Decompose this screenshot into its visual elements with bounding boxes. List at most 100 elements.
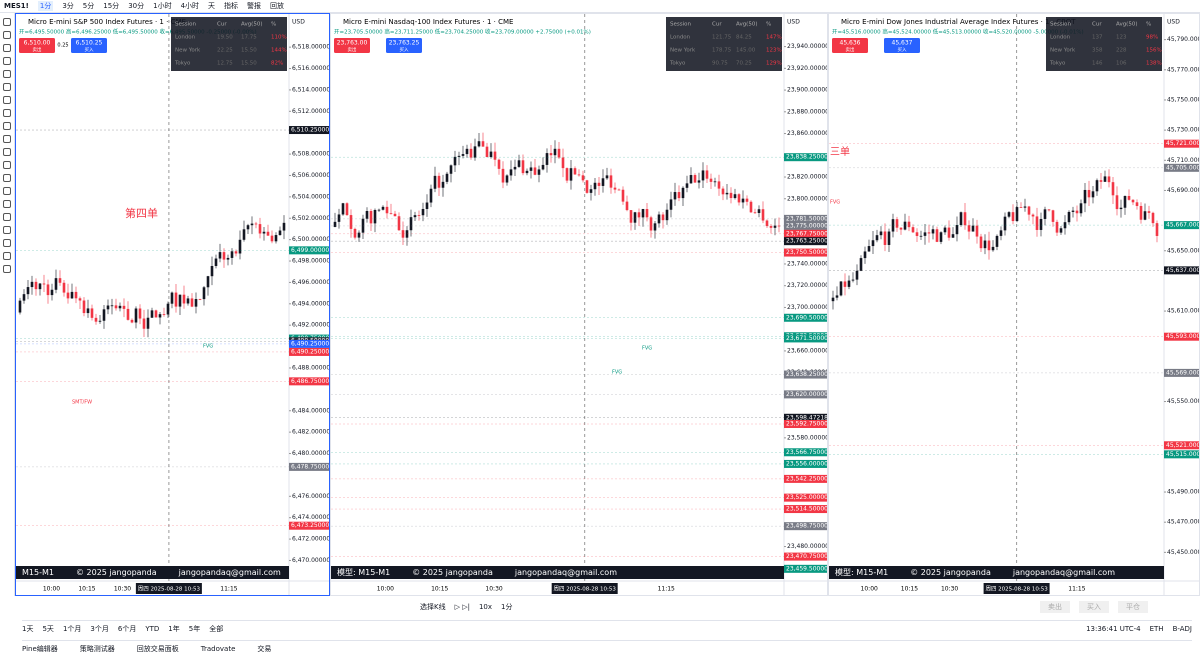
- price-label: 23,820.00000: [787, 174, 828, 181]
- range-btn[interactable]: 1年: [168, 625, 180, 633]
- price-tag: [289, 347, 329, 356]
- tool-icon[interactable]: [3, 96, 11, 104]
- candle-body: [417, 215, 421, 216]
- candle-body: [971, 225, 975, 232]
- range-btn[interactable]: 6个月: [117, 625, 137, 633]
- tool-icon[interactable]: [3, 174, 11, 182]
- buy-box[interactable]: [884, 38, 920, 53]
- tab[interactable]: 策略测试器: [79, 645, 115, 653]
- timeframe[interactable]: 1分: [37, 1, 54, 11]
- close-btn[interactable]: 平仓: [1118, 601, 1148, 613]
- tool-icon[interactable]: [3, 135, 11, 143]
- speed[interactable]: 10x: [478, 603, 493, 611]
- tool-icon[interactable]: [3, 200, 11, 208]
- candle-body: [705, 170, 709, 179]
- play[interactable]: ▷ ▷|: [454, 603, 470, 611]
- alert[interactable]: 警报: [247, 2, 262, 10]
- tool-icon[interactable]: [3, 213, 11, 221]
- replay[interactable]: 回放: [270, 2, 285, 10]
- price-label: 6,506.00000: [292, 172, 330, 179]
- buy-box[interactable]: [71, 38, 107, 53]
- candle-body: [855, 270, 859, 280]
- symbol[interactable]: MES1!: [4, 2, 29, 10]
- tool-icon[interactable]: [3, 252, 11, 260]
- price-label: 6,504.00000: [292, 193, 330, 200]
- tool-icon[interactable]: [3, 161, 11, 169]
- candle-body: [473, 146, 477, 158]
- timeframe[interactable]: 5分: [82, 2, 95, 10]
- sell-btn[interactable]: 卖出: [1040, 601, 1070, 613]
- range-btn[interactable]: 1天: [22, 625, 34, 633]
- session[interactable]: ETH: [1149, 625, 1164, 633]
- timeframe[interactable]: 天: [208, 2, 216, 10]
- tab[interactable]: 交易: [257, 645, 272, 653]
- tab[interactable]: Tradovate: [200, 645, 236, 653]
- candle-body: [70, 291, 74, 299]
- time-label: 10:30: [114, 586, 131, 593]
- time-label: 10:15: [78, 586, 95, 593]
- range-btn[interactable]: YTD: [145, 625, 160, 633]
- candle-body: [1143, 211, 1147, 220]
- range-btn[interactable]: 1个月: [62, 625, 82, 633]
- adjust[interactable]: B-ADJ: [1172, 625, 1192, 633]
- sell-box[interactable]: [334, 38, 370, 53]
- indicators[interactable]: 指标: [224, 2, 239, 10]
- candle-body: [397, 216, 401, 231]
- candle-body: [979, 236, 983, 249]
- tool-icon[interactable]: [3, 239, 11, 247]
- range-btn[interactable]: 5天: [42, 625, 54, 633]
- candle-body: [745, 198, 749, 202]
- annotation: FVG: [642, 346, 652, 352]
- timeframe[interactable]: 4小时: [180, 2, 200, 10]
- tool-icon[interactable]: [3, 18, 11, 26]
- timeframe[interactable]: 15分: [103, 2, 120, 10]
- candle-body: [146, 317, 150, 329]
- session-cell: 138%: [1146, 61, 1162, 67]
- price-tag: [784, 221, 827, 230]
- range-btn[interactable]: 全部: [209, 625, 224, 633]
- tool-icon[interactable]: [3, 57, 11, 65]
- clock: 13:36:41 UTC-4: [1086, 625, 1141, 633]
- candle-body: [1019, 207, 1023, 208]
- tool-icon[interactable]: [3, 226, 11, 234]
- tool-icon[interactable]: [3, 31, 11, 39]
- select-bar[interactable]: 选择K线: [420, 603, 446, 611]
- candle-body: [94, 317, 98, 322]
- tool-icon[interactable]: [3, 122, 11, 130]
- tool-icon[interactable]: [3, 83, 11, 91]
- tool-icon[interactable]: [3, 187, 11, 195]
- candle-body: [717, 181, 721, 189]
- timeframe[interactable]: 30分: [128, 2, 145, 10]
- buy-box[interactable]: [386, 38, 422, 53]
- buy-btn[interactable]: 买入: [1079, 601, 1109, 613]
- tool-icon[interactable]: [3, 148, 11, 156]
- tool-icon[interactable]: [3, 109, 11, 117]
- range-btn[interactable]: 5年: [188, 625, 201, 633]
- tab[interactable]: Pine编辑器: [22, 645, 58, 653]
- candle-body: [333, 221, 337, 227]
- tab[interactable]: 回放交易面板: [136, 645, 179, 653]
- left-toolbar: [0, 13, 15, 596]
- candle-body: [278, 230, 282, 236]
- price-tag: [784, 153, 827, 162]
- candle-body: [521, 160, 525, 174]
- annotation: FVG: [830, 200, 840, 206]
- price-tag-label: 23,763.25000: [786, 238, 828, 245]
- session-header: Session: [1050, 22, 1071, 28]
- candle-body: [1151, 212, 1155, 224]
- timeframe[interactable]: 1小时: [153, 2, 172, 10]
- interval[interactable]: 1分: [501, 603, 513, 611]
- sell-box[interactable]: [19, 38, 55, 53]
- sell-box[interactable]: [832, 38, 868, 53]
- timeframe[interactable]: 3分: [62, 2, 74, 10]
- range-btn[interactable]: 3个月: [90, 625, 109, 633]
- tool-icon[interactable]: [3, 265, 11, 273]
- tool-icon[interactable]: [3, 44, 11, 52]
- buy-price: 6,510.25: [76, 40, 103, 47]
- candle-body: [393, 213, 397, 217]
- candle-body: [879, 231, 883, 236]
- session-cell: Tokyo: [174, 61, 191, 67]
- candle-body: [270, 235, 274, 242]
- price-tag: [289, 339, 329, 348]
- tool-icon[interactable]: [3, 70, 11, 78]
